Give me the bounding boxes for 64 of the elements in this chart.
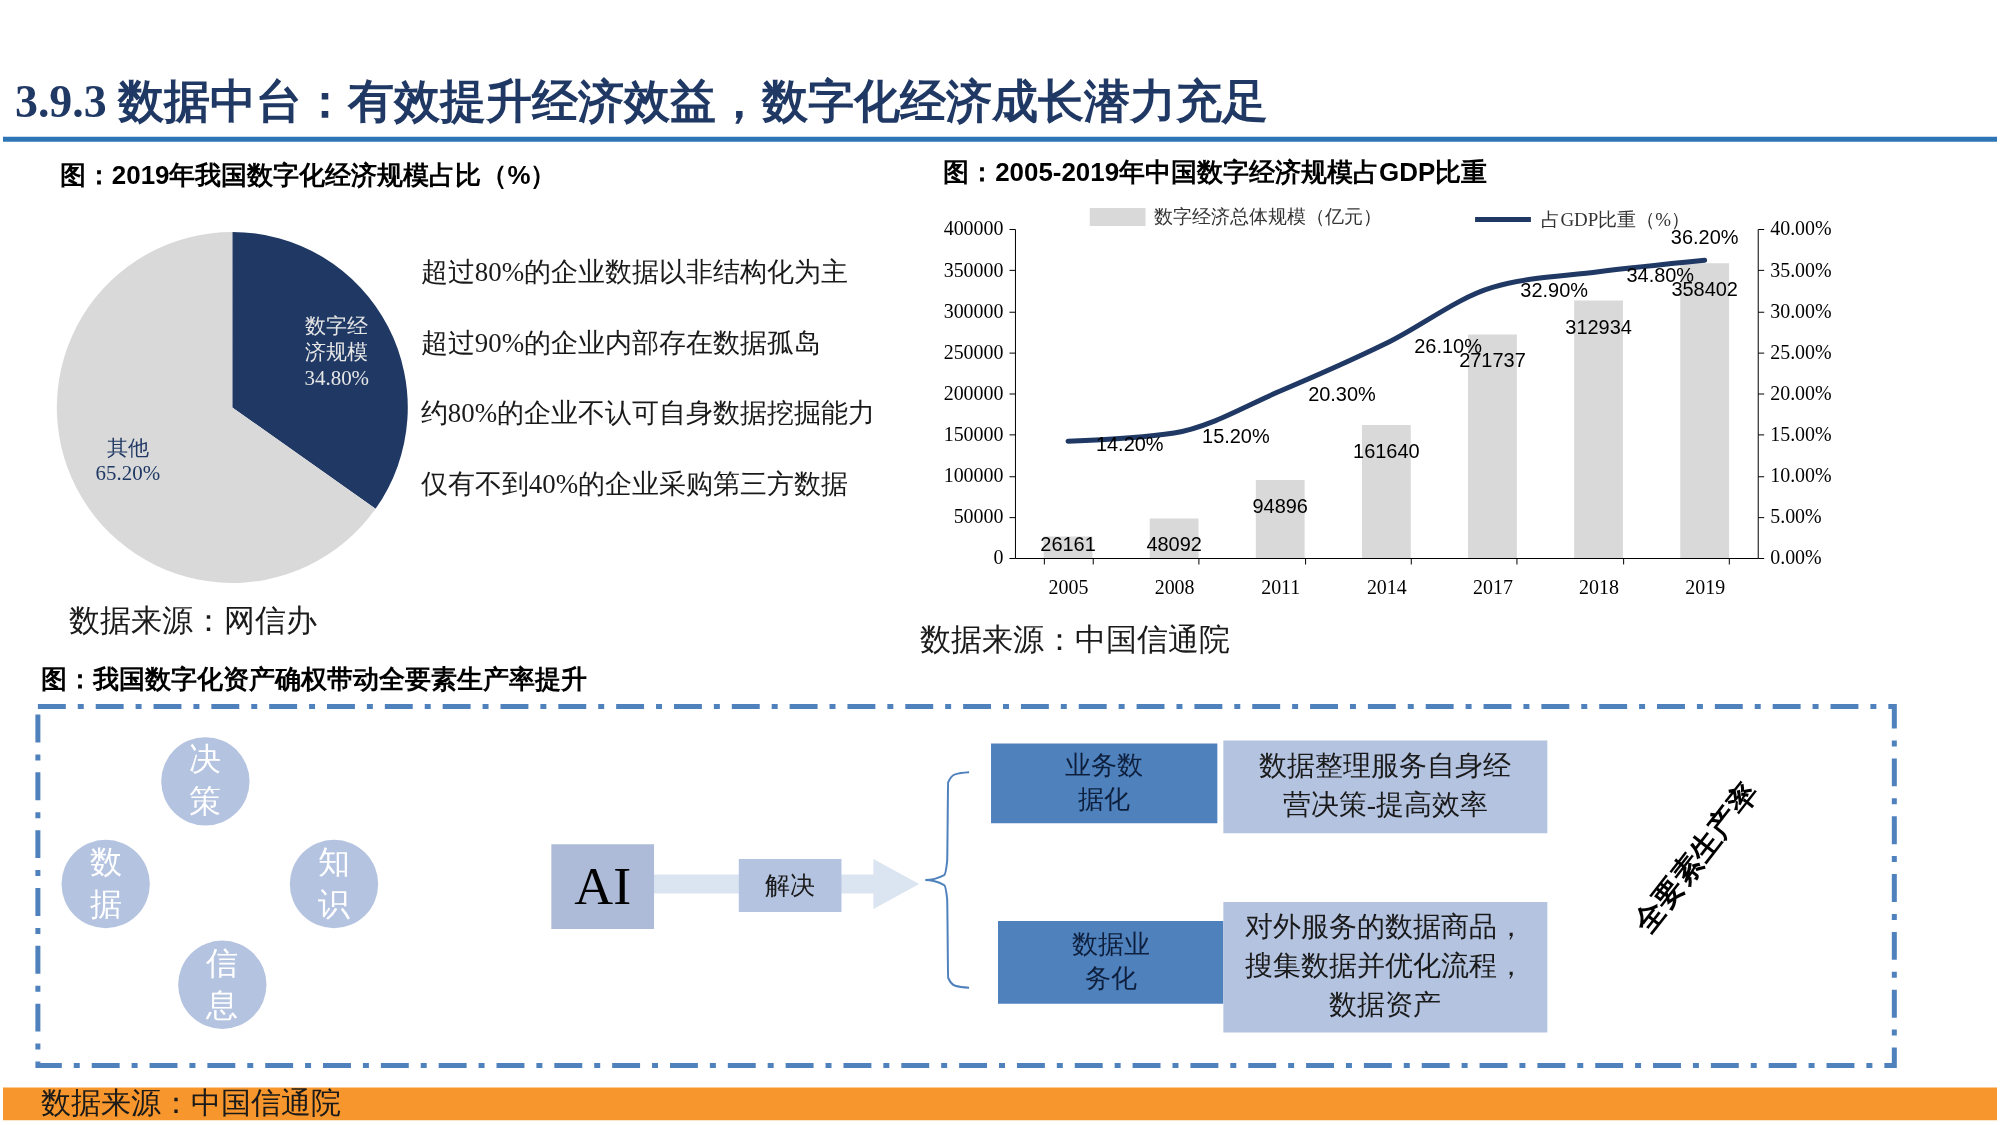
- y2-tick-label: 30.00%: [1770, 299, 1832, 322]
- data-label: 20.30%: [1308, 383, 1377, 405]
- bar: [1255, 479, 1305, 559]
- y2-tick-label: 40.00%: [1770, 217, 1832, 240]
- y-tick-label: 300000: [943, 299, 1004, 322]
- text: 信息: [205, 945, 239, 1023]
- slice-label: 数字经济规模: [305, 314, 369, 365]
- x-tick-label: 2014: [1366, 576, 1407, 599]
- y-tick-label: 100000: [943, 464, 1004, 487]
- text: 数据业务化: [1071, 930, 1150, 994]
- x-tick-label: 2005: [1048, 576, 1089, 599]
- y2-tick-label: 20.00%: [1770, 381, 1832, 404]
- data-label: 32.90%: [1520, 279, 1589, 302]
- text: 全要素生产率: [1626, 776, 1765, 940]
- text: 数据整理服务自身经营决策-提高效率: [1259, 750, 1512, 821]
- text: 约80%的企业不认可自身数据挖掘能力: [420, 398, 876, 429]
- y-tick-label: 0: [993, 546, 1004, 569]
- x-tick-label: 2017: [1473, 576, 1513, 599]
- text: AI: [574, 856, 632, 917]
- text: 3.9.3 数据中台：有效提升经济效益，数字化经济成长潜力充足: [14, 76, 1269, 128]
- y-tick-label: 200000: [943, 381, 1004, 404]
- y-tick-label: 50000: [953, 505, 1004, 528]
- y2-tick-label: 35.00%: [1770, 258, 1832, 281]
- legend-label: 数字经济总体规模（亿元）: [1153, 206, 1382, 228]
- text: 超过80%的企业数据以非结构化为主: [420, 256, 849, 287]
- data-label: 48092: [1146, 533, 1202, 556]
- chart-subtitle: 图：2019年我国数字化经济规模占比（%）: [59, 161, 557, 190]
- chart-title: 图：2005-2019年中国数字经济规模占GDP比重: [943, 158, 1488, 187]
- data-label: 34.80%: [304, 366, 370, 391]
- y-tick-label: 400000: [943, 217, 1004, 240]
- y-tick-label: 150000: [943, 423, 1004, 446]
- text: 图：我国数字化资产确权带动全要素生产率提升: [40, 664, 587, 693]
- slice-label: 其他: [106, 435, 149, 460]
- text: 对外服务的数据商品，搜集数据并优化流程，数据资产: [1245, 911, 1526, 1021]
- x-tick-label: 2008: [1154, 576, 1195, 599]
- pie-slice: [232, 231, 408, 509]
- data-label: 94896: [1252, 494, 1308, 517]
- source-note: 数据来源：中国信通院: [40, 1085, 341, 1119]
- text: 业务数据化: [1065, 751, 1144, 815]
- text: 决策: [189, 742, 222, 820]
- y-tick-label: 250000: [943, 340, 1004, 363]
- data-label: 15.20%: [1202, 424, 1270, 447]
- y2-tick-label: 0.00%: [1770, 546, 1822, 569]
- y2-tick-label: 15.00%: [1770, 423, 1832, 446]
- y2-tick-label: 25.00%: [1770, 340, 1832, 363]
- x-tick-label: 2018: [1579, 576, 1620, 599]
- data-label: 65.20%: [95, 461, 161, 486]
- x-tick-label: 2019: [1685, 576, 1726, 599]
- pie-slice: [56, 231, 376, 583]
- x-tick-label: 2011: [1261, 576, 1301, 599]
- y-tick-label: 350000: [943, 258, 1004, 281]
- y2-tick-label: 5.00%: [1770, 505, 1822, 528]
- source-note: 数据来源：网信办: [68, 602, 317, 638]
- text: 仅有不到40%的企业采购第三方数据: [420, 469, 849, 500]
- data-label: 312934: [1565, 315, 1632, 338]
- text: 解决: [765, 871, 816, 899]
- data-label: 14.20%: [1095, 433, 1164, 456]
- data-label: 26161: [1040, 533, 1096, 556]
- text: 数据: [89, 845, 122, 922]
- data-label: 161640: [1353, 439, 1420, 462]
- source-note: 数据来源：中国信通院: [920, 621, 1231, 657]
- y2-tick-label: 10.00%: [1770, 464, 1832, 487]
- text: 知识: [318, 845, 350, 922]
- text: 超过90%的企业内部存在数据孤岛: [420, 327, 822, 358]
